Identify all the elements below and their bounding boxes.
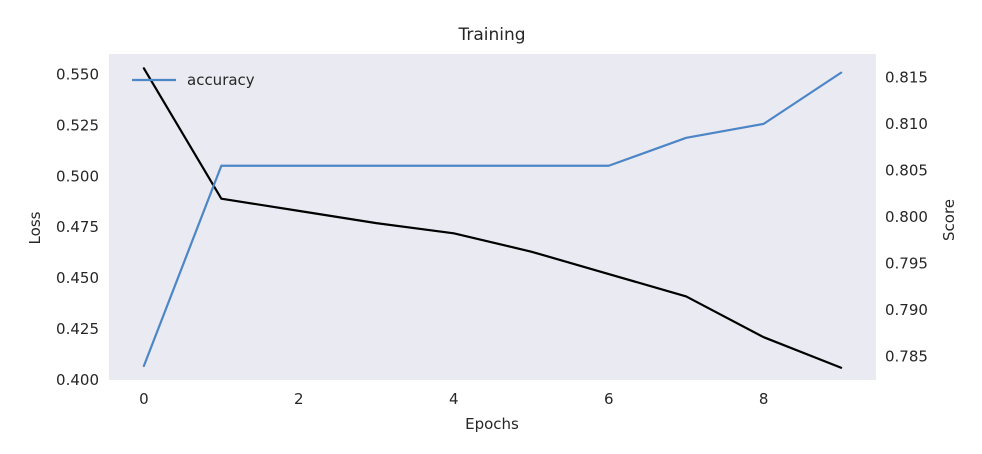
y-axis-label-right: Score [940,199,958,241]
y-tick-left: 0.525 [56,116,99,134]
plot-area [109,54,876,380]
x-axis-label: Epochs [465,415,519,433]
x-tick: 4 [449,390,459,408]
y-tick-right: 0.785 [885,348,928,366]
y-tick-right: 0.805 [885,161,928,179]
legend-label-accuracy: accuracy [187,71,255,89]
series-lines [142,67,843,369]
chart-title: Training [457,25,525,45]
y-tick-right: 0.815 [885,68,928,86]
y-tick-right: 0.800 [885,208,928,226]
y-tick-left: 0.400 [56,371,99,389]
y-tick-right: 0.810 [885,115,928,133]
y-axis-label-left: Loss [26,211,44,244]
x-tick: 0 [139,390,149,408]
x-axis-ticks: 0 2 4 6 8 [139,390,768,408]
series-line-loss [142,67,843,369]
y-tick-left: 0.425 [56,320,99,338]
x-tick: 8 [759,390,769,408]
x-tick: 2 [294,390,304,408]
right-axis-ticks: 0.785 0.790 0.795 0.800 0.805 0.810 0.815 [885,68,928,365]
y-tick-left: 0.500 [56,167,99,185]
left-axis-ticks: 0.400 0.425 0.450 0.475 0.500 0.525 0.550 [56,65,99,389]
y-tick-left: 0.550 [56,65,99,83]
y-tick-left: 0.450 [56,269,99,287]
y-tick-left: 0.475 [56,218,99,236]
series-line-accuracy [142,71,843,368]
y-tick-right: 0.790 [885,301,928,319]
x-tick: 6 [604,390,614,408]
legend: accuracy [132,71,255,89]
y-tick-right: 0.795 [885,255,928,273]
